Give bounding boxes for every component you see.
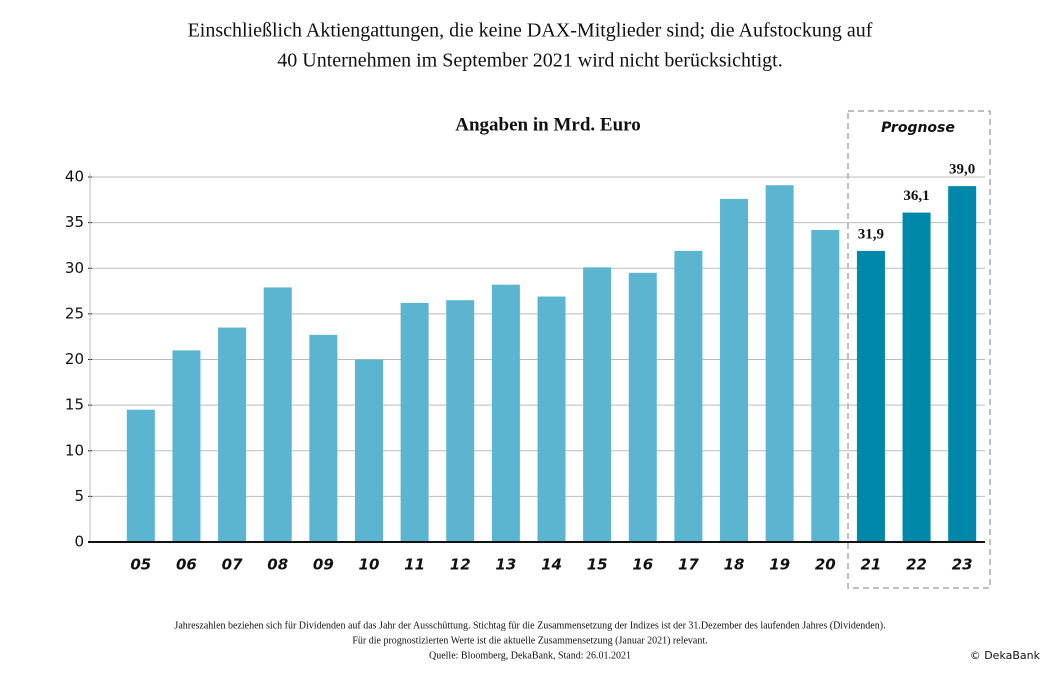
y-tick-label: 40 (65, 168, 84, 186)
chart-title: 40 Unternehmen im September 2021 wird ni… (277, 50, 782, 72)
x-tick-label: 15 (587, 556, 608, 574)
bar (628, 272, 657, 542)
data-label: 39,0 (949, 162, 975, 178)
bar (126, 409, 155, 542)
x-tick-label: 17 (678, 556, 699, 574)
bar (491, 284, 520, 542)
footnote: Für die prognostizierten Werte ist die a… (352, 635, 707, 646)
x-tick-label: 11 (404, 556, 425, 574)
x-tick-label: 13 (495, 556, 516, 574)
bar (720, 198, 749, 542)
x-tick-label: 05 (130, 556, 151, 574)
annotation: Prognose (881, 120, 955, 136)
bar (172, 350, 201, 542)
y-tick-label: 35 (65, 213, 84, 231)
bar (309, 334, 338, 542)
data-label: 36,1 (903, 188, 929, 204)
footnote: Quelle: Bloomberg, DekaBank, Stand: 26.0… (429, 650, 631, 661)
bar (263, 287, 292, 542)
y-tick-label: 10 (65, 441, 84, 459)
x-tick-label: 09 (313, 556, 334, 574)
x-tick-label: 12 (450, 556, 471, 574)
chart-title: Einschließlich Aktiengattungen, die kein… (188, 20, 873, 42)
y-tick-label: 5 (74, 487, 84, 505)
x-tick-label: 22 (906, 556, 927, 574)
bar (400, 302, 429, 542)
bar (537, 296, 566, 542)
bar (446, 300, 475, 542)
x-tick-label: 18 (724, 556, 745, 574)
bar (354, 359, 383, 542)
bar (583, 267, 612, 542)
forecast-box (847, 110, 991, 589)
x-tick-label: 16 (632, 556, 653, 574)
y-tick-label: 15 (65, 396, 84, 414)
x-tick-label: 23 (952, 556, 973, 574)
y-tick-label: 25 (65, 304, 84, 322)
footnote: Jahreszahlen beziehen sich für Dividende… (174, 620, 885, 631)
y-tick-label: 30 (65, 259, 84, 277)
bar (674, 250, 703, 542)
copyright: © DekaBank (970, 649, 1041, 662)
y-tick-label: 20 (65, 350, 84, 368)
x-tick-label: 19 (769, 556, 790, 574)
x-tick-label: 10 (359, 556, 380, 574)
x-tick-label: 21 (860, 556, 881, 574)
x-tick-label: 14 (541, 556, 562, 574)
bar (948, 186, 977, 542)
x-tick-label: 07 (222, 556, 243, 574)
bar (902, 212, 931, 542)
x-tick-label: 20 (815, 556, 836, 574)
bar (218, 327, 247, 542)
bar (856, 250, 885, 542)
chart-subtitle: Angaben in Mrd. Euro (455, 114, 640, 135)
bar (811, 229, 840, 543)
x-tick-label: 08 (267, 556, 288, 574)
x-tick-label: 06 (176, 556, 197, 574)
data-label: 31,9 (858, 226, 884, 242)
y-tick-label: 0 (74, 533, 84, 551)
bar (765, 185, 794, 542)
